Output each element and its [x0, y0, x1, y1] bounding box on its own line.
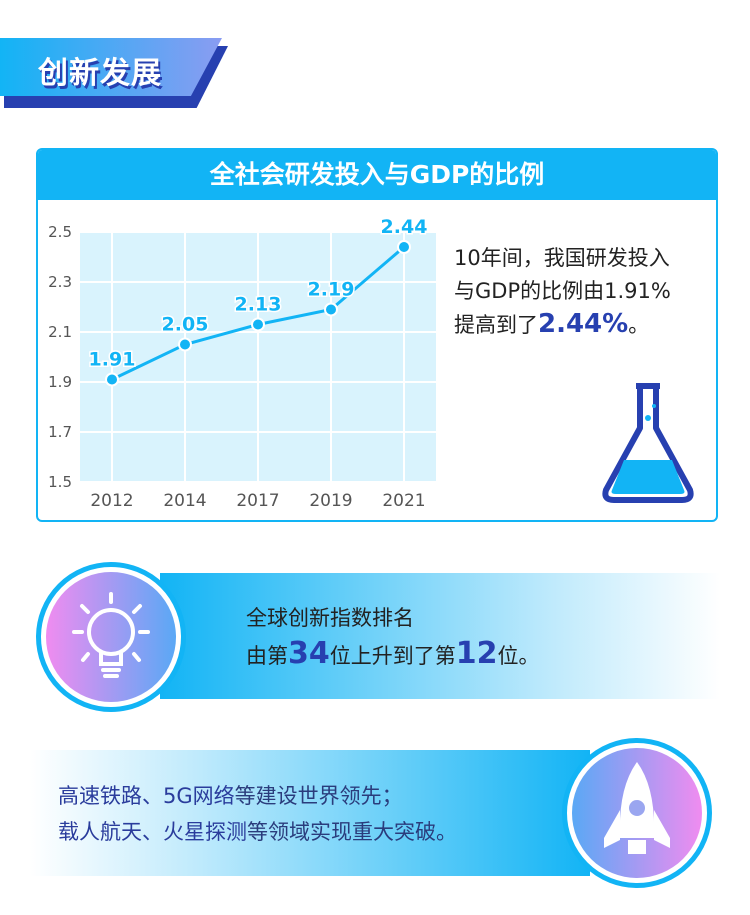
y-tick-label: 1.5: [48, 473, 72, 491]
section-title: 创新发展: [38, 56, 162, 91]
achievements-strip: [30, 750, 590, 876]
data-point: [251, 317, 265, 332]
data-point: [178, 337, 192, 352]
desc-line: 10年间，我国研发投入: [454, 246, 670, 270]
data-label: 1.91: [89, 349, 136, 371]
data-label: 2.44: [381, 216, 428, 238]
x-tick-label: 2021: [382, 491, 425, 511]
rocket-icon: [604, 762, 670, 854]
x-tick-label: 2014: [163, 491, 206, 511]
data-label: 2.19: [308, 279, 355, 301]
y-tick-label: 2.1: [48, 323, 72, 341]
line-chart: 1.5 1.7 1.9 2.1 2.3 2.5 2012 2014 2017 2019 2021 1.…: [48, 215, 436, 511]
lightbulb-badge: [36, 562, 186, 712]
innovation-strip: [160, 573, 720, 699]
chart-card: 全社会研发投入与GDP的比例 1.5 1.7 1.9 2.1 2.3 2.5 2012 201…: [36, 148, 718, 522]
section-banner: 创新发展: [0, 38, 228, 108]
y-tick-label: 1.9: [48, 373, 72, 391]
data-label: 2.05: [162, 314, 209, 336]
x-tick-label: 2017: [236, 491, 279, 511]
desc-line: 提高到了2.44%。: [454, 309, 650, 339]
innovation-line: 由第34位上升到了第12位。: [246, 636, 540, 671]
innovation-text: 全球创新指数排名 由第34位上升到了第12位。: [246, 600, 540, 674]
chart-description: 10年间，我国研发投入 与GDP的比例由1.91% 提高到了2.44%。: [454, 242, 714, 342]
innovation-line: 全球创新指数排名: [246, 606, 414, 630]
y-tick-label: 1.7: [48, 423, 72, 441]
flask-icon: [602, 383, 694, 503]
achievements-text: 高速铁路、5G网络等建设世界领先； 载人航天、火星探测等领域实现重大突破。: [58, 778, 457, 850]
data-label: 2.13: [235, 294, 282, 316]
achievement-line: 高速铁路、5G网络等建设世界领先；: [58, 784, 403, 808]
data-point: [324, 302, 338, 317]
y-tick-label: 2.5: [48, 223, 72, 241]
x-tick-label: 2012: [90, 491, 133, 511]
data-point: [105, 372, 119, 387]
lightbulb-icon: [72, 592, 150, 678]
chart-title: 全社会研发投入与GDP的比例: [38, 150, 716, 200]
desc-line: 与GDP的比例由1.91%: [454, 279, 671, 303]
data-point: [397, 240, 411, 254]
achievement-line: 载人航天、火星探测等领域实现重大突破。: [58, 820, 457, 844]
y-tick-label: 2.3: [48, 273, 72, 291]
rocket-badge: [562, 738, 712, 888]
x-tick-label: 2019: [309, 491, 352, 511]
